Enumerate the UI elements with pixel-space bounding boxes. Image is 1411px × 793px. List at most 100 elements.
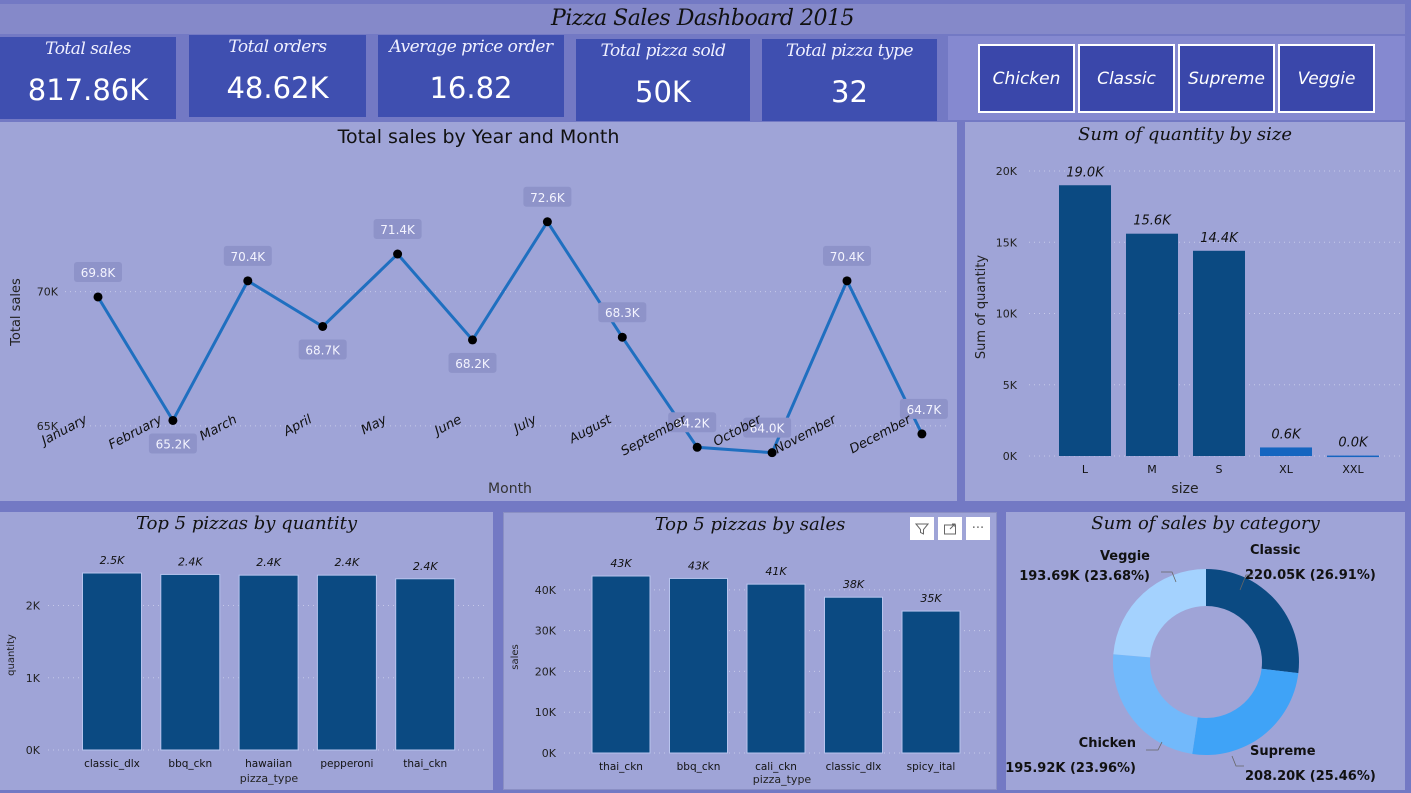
kpi-card-total-orders: Total orders 48.62K <box>189 35 366 117</box>
data-point <box>468 335 477 345</box>
bar <box>395 578 456 751</box>
data-label: 65.2K <box>156 437 192 451</box>
x-tick-label: classic_dlx <box>84 758 140 770</box>
data-point <box>168 415 178 425</box>
data-point <box>617 332 627 342</box>
x-tick-label: spicy_ital <box>907 761 956 773</box>
data-label-box <box>523 186 572 207</box>
donut-slice <box>1113 654 1198 754</box>
bar-chart: 0K 10K 20K 30K 40K sales pizza_type 43K thai_ckn… <box>510 557 994 786</box>
leader-line <box>1231 755 1244 767</box>
data-label-box <box>373 219 422 240</box>
x-tick-label: thai_ckn <box>403 758 447 770</box>
bar <box>1193 250 1245 456</box>
data-point <box>318 322 328 331</box>
data-point <box>842 276 852 286</box>
data-point <box>393 249 403 259</box>
slicer-option-supreme[interactable]: Supreme <box>1178 44 1275 113</box>
kpi-value: 48.62K <box>226 71 329 105</box>
y-axis-title: Total sales <box>9 278 24 347</box>
data-label: 64.7K <box>907 403 943 417</box>
data-label: 70.4K <box>830 250 866 264</box>
kpi-value: 32 <box>831 75 868 109</box>
focus-mode-icon[interactable] <box>938 517 962 540</box>
x-tick-label: bbq_ckn <box>168 758 212 770</box>
slice-label-name: Classic <box>1250 543 1300 558</box>
x-tick-label: December <box>847 412 915 458</box>
data-label: 2.4K <box>413 560 438 573</box>
kpi-label: Total pizza sold <box>600 41 726 61</box>
y-tick-label: 10K <box>535 706 557 719</box>
data-point <box>692 442 702 452</box>
data-point <box>243 276 253 286</box>
x-tick-label: classic_dlx <box>826 761 882 773</box>
data-label: 68.7K <box>305 344 341 358</box>
slicer-option-chicken[interactable]: Chicken <box>978 44 1075 113</box>
y-tick-label: 70K <box>37 286 59 299</box>
data-label: 38K <box>843 578 865 591</box>
x-tick-label: thai_ckn <box>599 761 643 773</box>
kpi-label: Total pizza type <box>785 41 914 61</box>
data-label: 68.2K <box>455 357 491 371</box>
slicer-option-classic[interactable]: Classic <box>1078 44 1175 113</box>
data-point <box>917 429 927 439</box>
data-label-box <box>448 352 497 373</box>
x-tick-label: August <box>566 412 615 447</box>
x-tick-label: L <box>1082 463 1089 476</box>
kpi-card-total-pizza-sold: Total pizza sold 50K <box>576 39 750 121</box>
x-axis-title: pizza_type <box>753 773 812 786</box>
bar-chart: 0K 5K 10K 15K 20K Sum of quantity size 19.0K L 15… <box>974 165 1400 497</box>
y-tick-label: 15K <box>996 236 1018 249</box>
y-tick-label: 40K <box>535 584 557 597</box>
y-tick-label: 1K <box>26 672 41 685</box>
donut-slice <box>1206 569 1299 674</box>
data-label: 69.8K <box>81 266 117 280</box>
data-label: 70.4K <box>231 250 267 264</box>
data-label-box <box>823 245 871 266</box>
x-tick-label: May <box>359 412 390 438</box>
y-tick-label: 0K <box>26 744 41 757</box>
y-axis-title: sales <box>510 644 521 669</box>
data-label: 72.6K <box>530 191 566 205</box>
y-axis-title: quantity <box>6 634 17 676</box>
data-label-box <box>74 261 122 282</box>
bar <box>1126 233 1178 456</box>
y-tick-label: 0K <box>542 747 557 760</box>
chart-title: Top 5 pizzas by quantity <box>135 513 358 534</box>
x-axis-title: Month <box>488 481 532 497</box>
panel-quantity-by-size: Sum of quantity by size 0K 5K 10K 15K 20K Sum… <box>965 122 1405 501</box>
data-point <box>767 448 777 458</box>
x-tick-label: September <box>619 412 691 460</box>
kpi-card-average-price-order: Average price order 16.82 <box>378 35 564 117</box>
donut-slice <box>1113 569 1206 658</box>
bar <box>1260 447 1312 456</box>
data-label: 2.5K <box>100 554 125 567</box>
filter-icon[interactable] <box>910 517 934 540</box>
data-label: 2.4K <box>335 556 360 569</box>
x-tick-label: XXL <box>1342 463 1364 476</box>
kpi-label: Total sales <box>45 39 131 59</box>
kpi-card-total-pizza-type: Total pizza type 32 <box>762 39 937 121</box>
y-tick-label: 20K <box>996 165 1018 178</box>
data-label: 19.0K <box>1066 165 1105 180</box>
kpi-label: Total orders <box>228 37 327 57</box>
more-options-icon[interactable]: ··· <box>966 517 990 540</box>
data-label: 71.4K <box>380 223 416 237</box>
data-label-box <box>899 398 948 419</box>
visual-header-toolbar: ··· <box>910 517 990 540</box>
bar <box>591 575 651 754</box>
kpi-value: 16.82 <box>429 71 513 105</box>
bar <box>160 573 221 751</box>
data-label-box <box>668 412 717 433</box>
slicer-option-veggie[interactable]: Veggie <box>1278 44 1375 113</box>
bar <box>824 596 883 754</box>
x-tick-label: June <box>430 412 465 440</box>
slice-label-value: 220.05K (26.91%) <box>1245 568 1376 583</box>
bar <box>669 577 728 754</box>
data-label: 0.6K <box>1271 427 1302 442</box>
category-slicer: Chicken Classic Supreme Veggie <box>948 36 1405 120</box>
chart-title: Top 5 pizzas by sales <box>654 514 846 535</box>
data-label: 2.4K <box>256 556 281 569</box>
bar <box>1059 185 1111 456</box>
x-tick-label: July <box>509 412 540 438</box>
